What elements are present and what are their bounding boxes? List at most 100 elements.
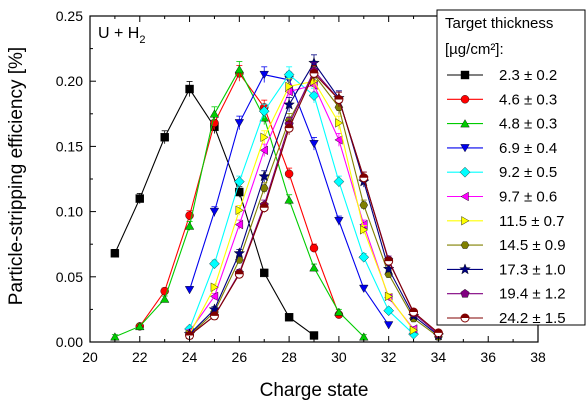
series-line: [139, 72, 340, 327]
axis-tick-labels: 20 22 24 26 28 30 32 34 36 38 0.00 0.05 0.10 0.15 0.20…: [56, 8, 546, 365]
data-point-fill: [185, 331, 194, 336]
data-point-fill: [359, 173, 368, 178]
legend-label: 14.5 ± 0.9: [499, 237, 566, 254]
legend-label: 2.3 ± 0.2: [499, 67, 557, 84]
legend-entry: 9.2 ± 0.5: [447, 164, 557, 181]
data-point-fill: [285, 124, 294, 129]
x-axis-label: Charge state: [260, 380, 369, 401]
data-point: [234, 119, 245, 128]
data-point: [135, 321, 145, 331]
data-point-fill: [260, 203, 269, 208]
data-point: [359, 201, 369, 209]
data-point: [234, 176, 245, 187]
data-point: [235, 187, 244, 197]
data-point: [334, 217, 344, 226]
legend-entry: 6.9 ± 0.4: [447, 140, 557, 157]
data-point: [284, 313, 294, 322]
data-point: [233, 247, 246, 259]
legend-label: 11.5 ± 0.7: [499, 213, 565, 230]
x-tick-label: 26: [232, 349, 248, 365]
y-tick-label: 0.00: [56, 334, 83, 350]
legend-marker: [460, 95, 470, 104]
series-line: [114, 68, 365, 338]
x-tick-label: 22: [132, 349, 148, 365]
y-tick-label: 0.05: [56, 269, 83, 285]
data-point: [234, 219, 244, 230]
plot-marks: [110, 54, 445, 341]
legend-marker: [460, 191, 469, 202]
data-point: [309, 243, 319, 253]
x-tick-label: 24: [182, 349, 198, 365]
data-point: [284, 195, 294, 204]
data-point-fill: [310, 69, 318, 74]
legend-entry: 2.3 ± 0.2: [447, 67, 557, 84]
data-point: [185, 84, 194, 94]
legend-marker: [460, 241, 470, 249]
legend-marker-fill: [461, 314, 469, 318]
data-point-fill: [334, 95, 343, 100]
data-point: [210, 282, 219, 292]
legend-marker: [460, 144, 470, 153]
data-point: [384, 291, 394, 302]
legend-entry: 19.4 ± 1.2: [447, 286, 566, 303]
legend-box: [436, 9, 586, 326]
legend-entry: 11.5 ± 0.7: [447, 213, 565, 230]
legend-entry: 4.6 ± 0.3: [447, 91, 557, 108]
data-point: [309, 140, 319, 149]
legend-marker: [460, 70, 470, 80]
data-point: [184, 286, 195, 295]
legend-title-line1: Target thickness: [445, 15, 553, 32]
legend: Target thickness [µg/cm²]: 2.3 ± 0.2 4.6 …: [436, 9, 586, 327]
data-point: [409, 325, 418, 335]
data-point: [160, 133, 169, 142]
legend-label: 17.3 ± 1.0: [499, 261, 566, 278]
data-point: [308, 90, 320, 101]
legend-entry: 9.7 ± 0.6: [447, 189, 557, 206]
series-line: [189, 73, 439, 338]
data-point-fill: [434, 328, 443, 333]
x-tick-label: 20: [82, 349, 98, 365]
data-point-fill: [384, 257, 393, 262]
data-point: [258, 105, 270, 117]
legend-label: 9.7 ± 0.6: [499, 189, 557, 206]
data-point: [383, 305, 394, 316]
data-point: [309, 331, 319, 340]
series-5: [184, 66, 419, 340]
y-tick-label: 0.10: [56, 204, 83, 220]
legend-label: 4.6 ± 0.3: [499, 91, 557, 108]
y-tick-label: 0.15: [56, 138, 83, 154]
data-point: [260, 268, 269, 278]
data-point: [259, 70, 269, 80]
legend-entry: 14.5 ± 0.9: [447, 237, 566, 254]
data-point: [235, 205, 244, 215]
chart-annotation: U + H2: [98, 25, 145, 46]
data-point: [285, 81, 294, 92]
data-point: [110, 249, 120, 258]
data-point: [258, 170, 270, 182]
y-axis-label: Particle-stripping efficiency [%]: [6, 47, 27, 305]
legend-marker: [461, 216, 470, 226]
data-point: [360, 225, 369, 235]
x-tick-label: 36: [480, 349, 496, 365]
legend-entries: 2.3 ± 0.2 4.6 ± 0.3 4.8 ± 0.3 6.9 ± 0.4 9.2 …: [447, 67, 566, 327]
x-tick-label: 38: [530, 349, 546, 365]
data-point: [309, 263, 319, 272]
legend-label: 4.8 ± 0.3: [499, 116, 557, 133]
data-point: [210, 291, 219, 302]
data-point: [283, 69, 295, 80]
series-line: [189, 73, 414, 335]
legend-title-line2: [µg/cm²]:: [445, 41, 504, 58]
data-point: [359, 284, 369, 293]
series-3: [110, 61, 369, 341]
data-point: [358, 251, 370, 263]
data-point: [383, 321, 394, 330]
data-point-fill: [409, 308, 418, 313]
data-point: [159, 294, 170, 303]
y-tick-label: 0.25: [56, 8, 83, 24]
legend-marker: [460, 119, 470, 128]
annotation-main: U + H: [98, 25, 139, 42]
data-point: [333, 176, 345, 187]
legend-marker: [459, 263, 471, 275]
x-tick-label: 30: [331, 349, 347, 365]
x-tick-label: 34: [431, 349, 447, 365]
